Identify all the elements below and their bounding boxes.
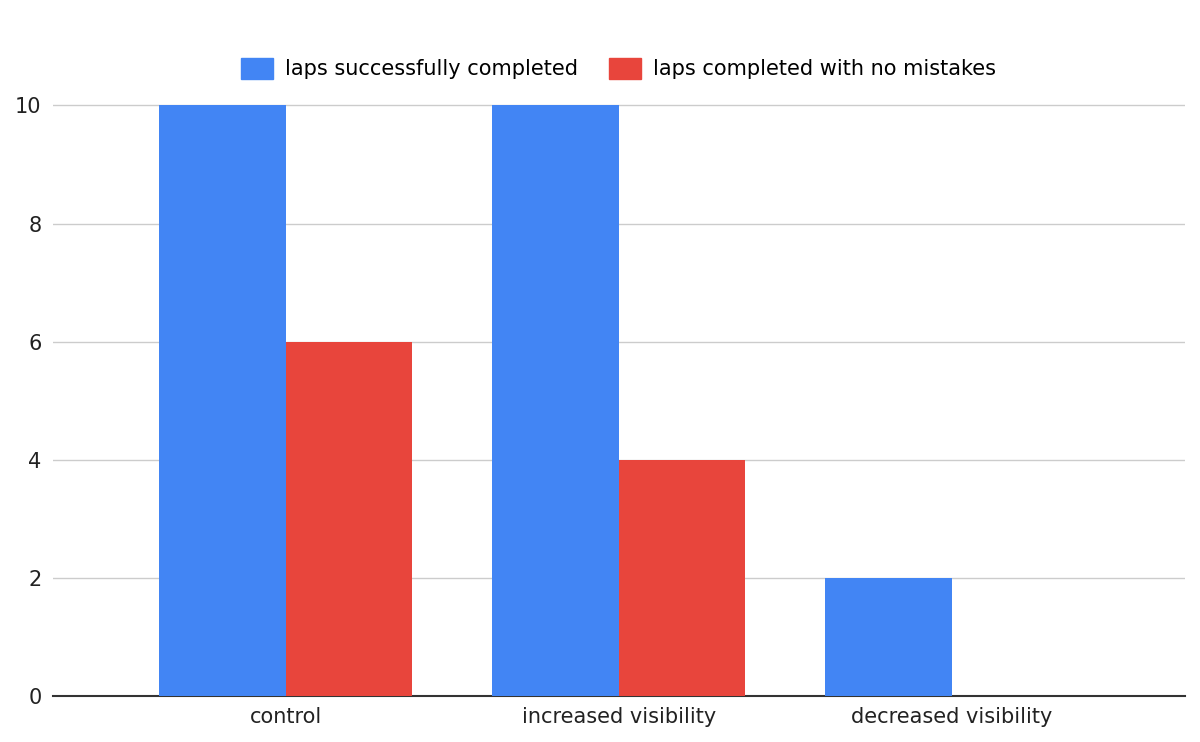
Bar: [619, 460, 745, 696]
Bar: [286, 341, 413, 696]
Legend: laps successfully completed, laps completed with no mistakes: laps successfully completed, laps comple…: [233, 49, 1004, 88]
Bar: [492, 105, 619, 696]
Bar: [826, 578, 952, 696]
Bar: [160, 105, 286, 696]
